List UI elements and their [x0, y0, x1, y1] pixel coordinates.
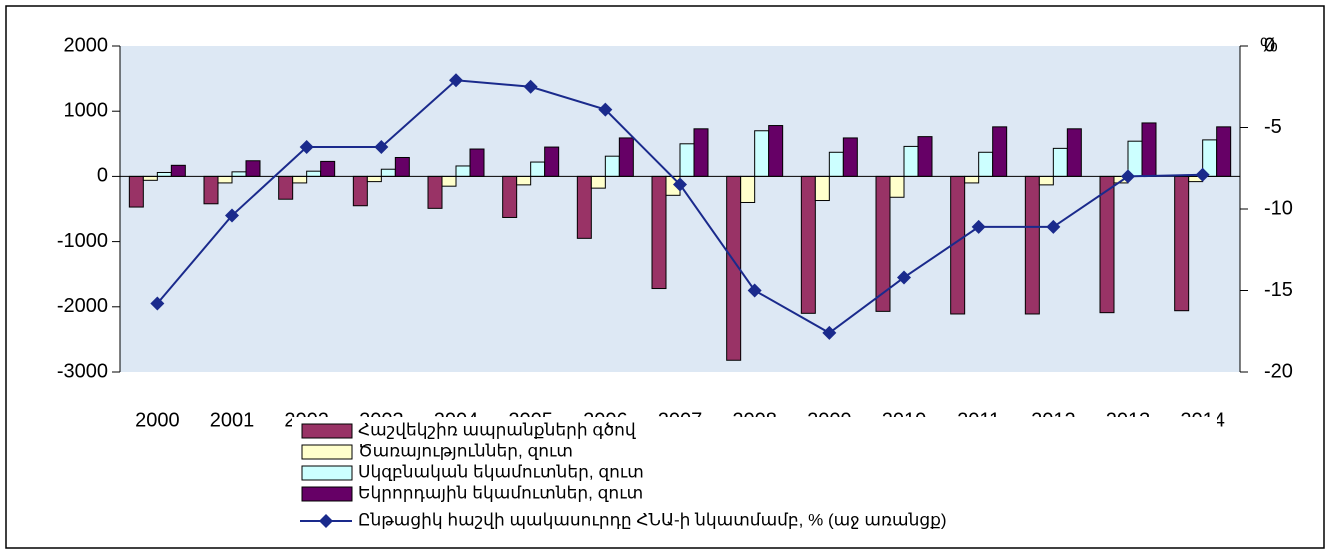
bar — [170, 164, 186, 177]
marker — [449, 73, 463, 88]
marker — [822, 325, 837, 340]
y2-tick-label: -10 — [1264, 197, 1293, 219]
bar — [992, 126, 1008, 177]
y-tick-label: -2000 — [57, 295, 108, 317]
bar — [576, 175, 592, 239]
marker — [971, 219, 986, 234]
bar — [156, 171, 172, 177]
bar — [1066, 128, 1082, 177]
bar — [502, 175, 518, 218]
bar — [679, 143, 695, 177]
marker — [225, 208, 239, 223]
bar — [245, 160, 261, 177]
bar — [530, 161, 546, 177]
bar — [1099, 175, 1115, 314]
bar — [306, 170, 322, 177]
bar — [366, 175, 382, 183]
marker — [1121, 169, 1135, 184]
legend-label: Հաշվեկշիռ ապրանքների գծով — [358, 420, 636, 439]
bar — [217, 175, 233, 184]
bar — [590, 175, 606, 189]
y2-tick-label: 0 — [1264, 34, 1275, 56]
legend-swatch — [301, 465, 353, 481]
x-tick-label: 2000 — [135, 409, 180, 431]
bar — [800, 175, 816, 314]
x-tick-label: 2001 — [210, 409, 255, 431]
legend-marker — [319, 514, 333, 528]
bar — [814, 175, 830, 202]
bar — [455, 165, 471, 177]
bar — [828, 151, 844, 177]
y-tick-label: 1000 — [64, 99, 109, 121]
marker — [747, 283, 762, 298]
bar — [754, 130, 770, 177]
y2-tick-label: -15 — [1264, 279, 1293, 301]
marker — [150, 296, 165, 311]
marker — [299, 140, 314, 155]
legend-label: Ընթացիկ հաշվի պակասուրդը ՀՆԱ-ի նկատմամբ,… — [358, 510, 947, 529]
bar — [618, 137, 634, 177]
y2-axis-label: % — [1260, 34, 1278, 56]
bar — [516, 175, 532, 186]
y-tick-label: 0 — [97, 165, 108, 187]
bar — [842, 137, 858, 177]
marker — [374, 140, 389, 155]
legend-swatch — [301, 423, 353, 439]
bar — [544, 146, 560, 177]
bar — [1141, 122, 1157, 177]
bar — [142, 175, 158, 181]
marker — [1195, 167, 1210, 182]
bar — [651, 175, 667, 290]
legend-label: Ծառայություններ, զուտ — [358, 441, 573, 460]
bar — [469, 148, 485, 177]
bar — [1127, 140, 1143, 177]
bar — [889, 175, 905, 198]
bar — [1038, 175, 1054, 186]
y-tick-label: -1000 — [57, 230, 108, 252]
bar — [380, 168, 396, 177]
bar — [964, 175, 980, 184]
marker — [523, 79, 538, 94]
bar — [693, 128, 709, 177]
bar — [231, 171, 247, 177]
legend-box — [292, 417, 1217, 547]
plot-area — [120, 46, 1240, 372]
bar — [1174, 175, 1190, 312]
marker — [598, 102, 613, 117]
bar — [903, 145, 919, 177]
bar — [203, 175, 219, 205]
bar — [875, 175, 891, 312]
bar — [394, 156, 410, 177]
bar — [278, 175, 294, 200]
y-tick-label: 2000 — [64, 34, 109, 56]
bar — [292, 175, 308, 184]
bar — [320, 160, 336, 177]
bar — [917, 136, 933, 177]
legend-label: Սկզբնական եկամուտներ, զուտ — [358, 462, 644, 481]
marker — [673, 177, 687, 192]
bar — [427, 175, 443, 209]
marker — [897, 270, 911, 285]
bar — [740, 175, 756, 203]
legend-swatch — [301, 486, 353, 502]
bar — [352, 175, 368, 207]
bar — [604, 155, 620, 177]
legend-label: Եկրորդային եկամուտներ, զուտ — [358, 483, 643, 502]
y2-tick-label: -5 — [1264, 116, 1282, 138]
bar — [441, 175, 457, 187]
bar — [128, 175, 144, 208]
y2-tick-label: -20 — [1264, 360, 1293, 382]
bar — [1052, 147, 1068, 177]
bar — [1024, 175, 1040, 315]
legend-swatch — [301, 444, 353, 460]
y-tick-label: -3000 — [57, 360, 108, 382]
bar — [978, 151, 994, 177]
bar — [1216, 126, 1232, 177]
bar — [768, 125, 784, 177]
marker — [1046, 219, 1061, 234]
